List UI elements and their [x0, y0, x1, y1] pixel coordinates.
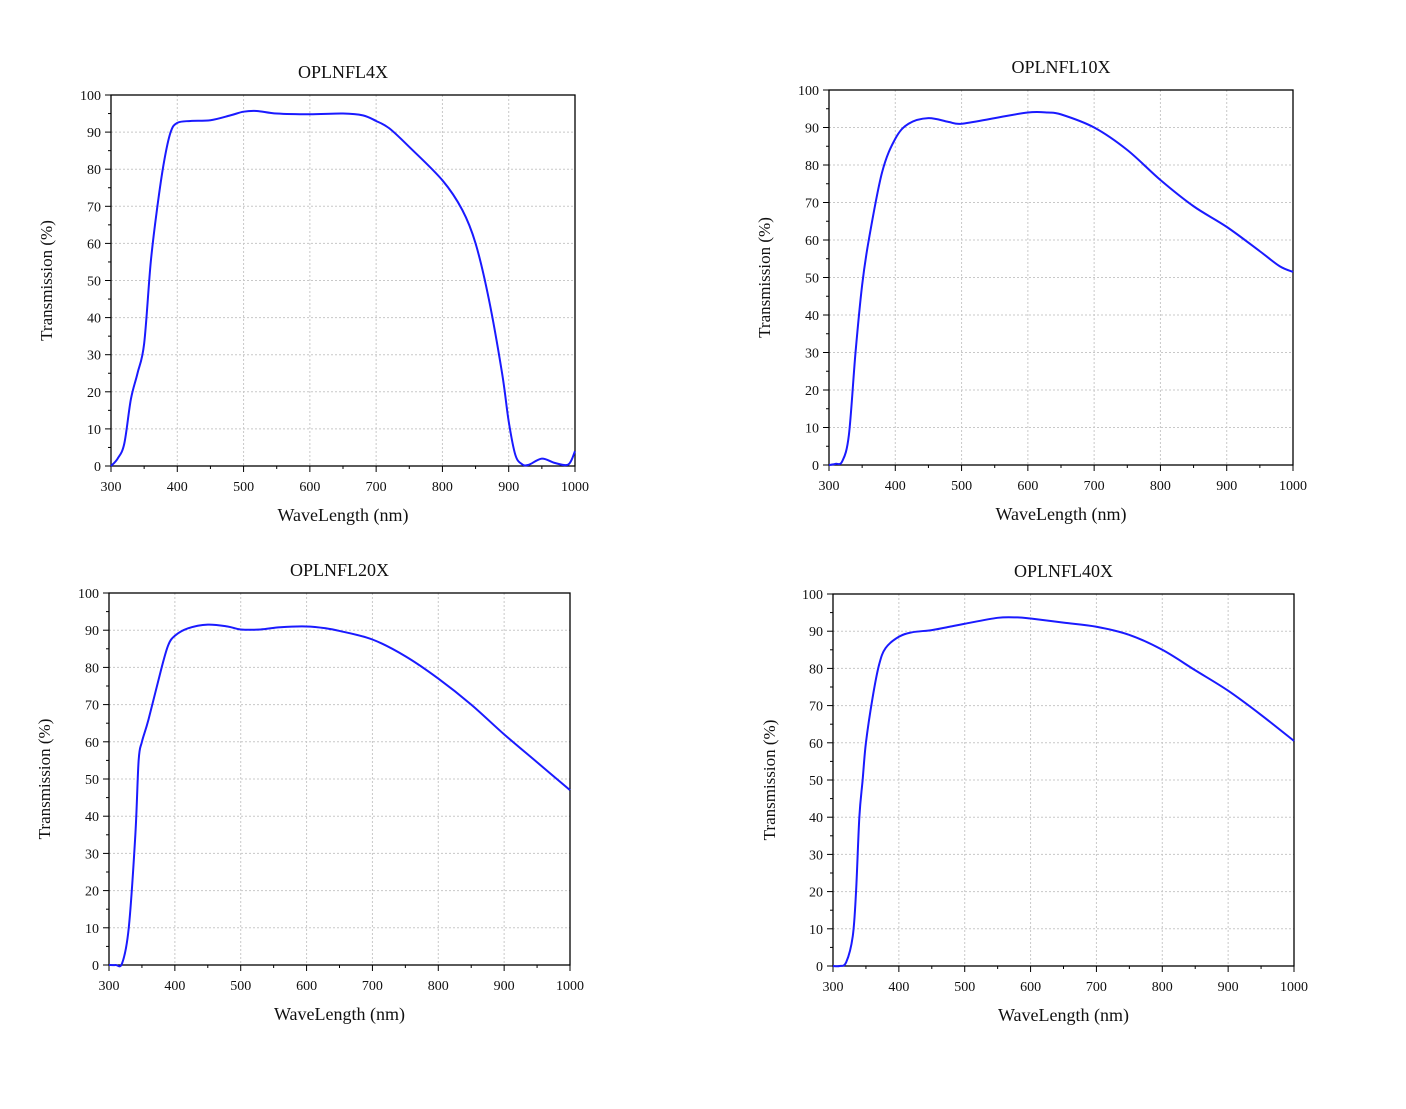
y-tick-label: 100: [802, 588, 823, 603]
y-tick-label: 80: [85, 661, 99, 676]
x-tick-label: 600: [1017, 479, 1038, 494]
chart-title: OPLNFL20X: [290, 560, 389, 580]
x-tick-label: 800: [432, 480, 453, 495]
x-tick-label: 900: [494, 979, 515, 994]
x-tick-label: 800: [1150, 479, 1171, 494]
y-tick-label: 40: [805, 309, 819, 324]
x-tick-label: 500: [230, 979, 251, 994]
x-tick-label: 600: [1020, 980, 1041, 995]
y-tick-label: 10: [809, 923, 823, 938]
y-tick-label: 60: [87, 237, 101, 252]
y-tick-label: 90: [85, 624, 99, 639]
x-tick-label: 900: [1218, 980, 1239, 995]
y-tick-label: 40: [87, 312, 101, 327]
y-tick-label: 80: [87, 163, 101, 178]
x-tick-label: 1000: [556, 979, 584, 994]
y-tick-label: 20: [85, 885, 99, 900]
y-tick-label: 60: [805, 234, 819, 249]
y-tick-label: 90: [805, 122, 819, 137]
y-tick-label: 0: [92, 959, 99, 974]
y-tick-label: 50: [87, 275, 101, 290]
x-tick-label: 300: [819, 479, 840, 494]
x-tick-label: 700: [1084, 479, 1105, 494]
x-tick-label: 1000: [1280, 980, 1308, 995]
y-tick-label: 30: [809, 848, 823, 863]
x-tick-label: 800: [428, 979, 449, 994]
y-tick-label: 0: [812, 459, 819, 474]
y-tick-label: 80: [809, 662, 823, 677]
x-tick-label: 300: [823, 980, 844, 995]
x-axis-label: WaveLength (nm): [995, 504, 1126, 525]
x-tick-label: 1000: [561, 480, 589, 495]
x-tick-label: 400: [164, 979, 185, 994]
y-tick-label: 100: [80, 89, 101, 104]
x-tick-label: 300: [99, 979, 120, 994]
x-axis-label: WaveLength (nm): [998, 1005, 1129, 1026]
y-tick-label: 70: [87, 200, 101, 215]
x-tick-label: 600: [299, 480, 320, 495]
x-tick-label: 400: [885, 479, 906, 494]
y-axis-label: Transmission (%): [37, 220, 56, 341]
series-line-transmission: [108, 623, 571, 968]
chart-oplnfl40x: 300 400 500 600 700 800 900 1000 0 10 20 30 40 50 60 70…: [760, 561, 1308, 1026]
y-tick-label: 20: [87, 386, 101, 401]
chart-title: OPLNFL10X: [1011, 57, 1110, 77]
x-axis-label: WaveLength (nm): [274, 1004, 405, 1025]
x-tick-label: 400: [888, 980, 909, 995]
y-tick-label: 30: [85, 847, 99, 862]
y-axis-label: Transmission (%): [35, 719, 54, 840]
y-tick-label: 10: [85, 922, 99, 937]
x-tick-label: 300: [101, 480, 122, 495]
y-tick-label: 30: [805, 347, 819, 362]
x-tick-label: 600: [296, 979, 317, 994]
x-tick-label: 900: [498, 480, 519, 495]
chart-title: OPLNFL40X: [1014, 561, 1113, 581]
y-tick-label: 100: [78, 587, 99, 602]
x-tick-label: 500: [233, 480, 254, 495]
y-tick-label: 60: [85, 736, 99, 751]
x-tick-label: 700: [362, 979, 383, 994]
x-tick-label: 400: [167, 480, 188, 495]
x-tick-label: 500: [951, 479, 972, 494]
y-tick-label: 30: [87, 349, 101, 364]
y-tick-label: 20: [809, 886, 823, 901]
y-tick-label: 100: [798, 84, 819, 99]
chart-title: OPLNFL4X: [298, 62, 388, 82]
series-line-transmission: [110, 109, 576, 467]
chart-oplnfl20x: 300 400 500 600 700 800 900 1000 0 10 20 30 40 50 60 70…: [35, 560, 584, 1025]
y-tick-label: 10: [87, 423, 101, 438]
y-tick-label: 10: [805, 422, 819, 437]
x-tick-label: 500: [954, 980, 975, 995]
y-tick-label: 40: [809, 811, 823, 826]
y-tick-label: 0: [816, 960, 823, 975]
x-tick-label: 700: [366, 480, 387, 495]
y-axis-label: Transmission (%): [760, 720, 779, 841]
x-tick-label: 900: [1216, 479, 1237, 494]
chart-oplnfl4x: 300 400 500 600 700 800 900 1000 0 10 20 30 40 50 60 70…: [37, 62, 589, 526]
x-axis-label: WaveLength (nm): [277, 505, 408, 526]
y-tick-label: 50: [805, 272, 819, 287]
x-tick-label: 1000: [1279, 479, 1307, 494]
y-tick-label: 70: [809, 700, 823, 715]
y-tick-label: 90: [87, 126, 101, 141]
y-tick-label: 70: [85, 699, 99, 714]
y-axis-label: Transmission (%): [755, 217, 774, 338]
y-tick-label: 20: [805, 384, 819, 399]
x-tick-label: 800: [1152, 980, 1173, 995]
y-tick-label: 40: [85, 810, 99, 825]
series-line-transmission: [832, 616, 1295, 968]
chart-oplnfl10x: 300 400 500 600 700 800 900 1000 0 10 20 30 40 50 60 70…: [755, 57, 1307, 525]
y-tick-label: 80: [805, 159, 819, 174]
x-tick-label: 700: [1086, 980, 1107, 995]
y-tick-label: 70: [805, 197, 819, 212]
series-line-transmission: [828, 111, 1294, 466]
y-tick-label: 50: [809, 774, 823, 789]
y-tick-label: 0: [94, 460, 101, 475]
y-tick-label: 90: [809, 625, 823, 640]
y-tick-label: 50: [85, 773, 99, 788]
y-tick-label: 60: [809, 737, 823, 752]
